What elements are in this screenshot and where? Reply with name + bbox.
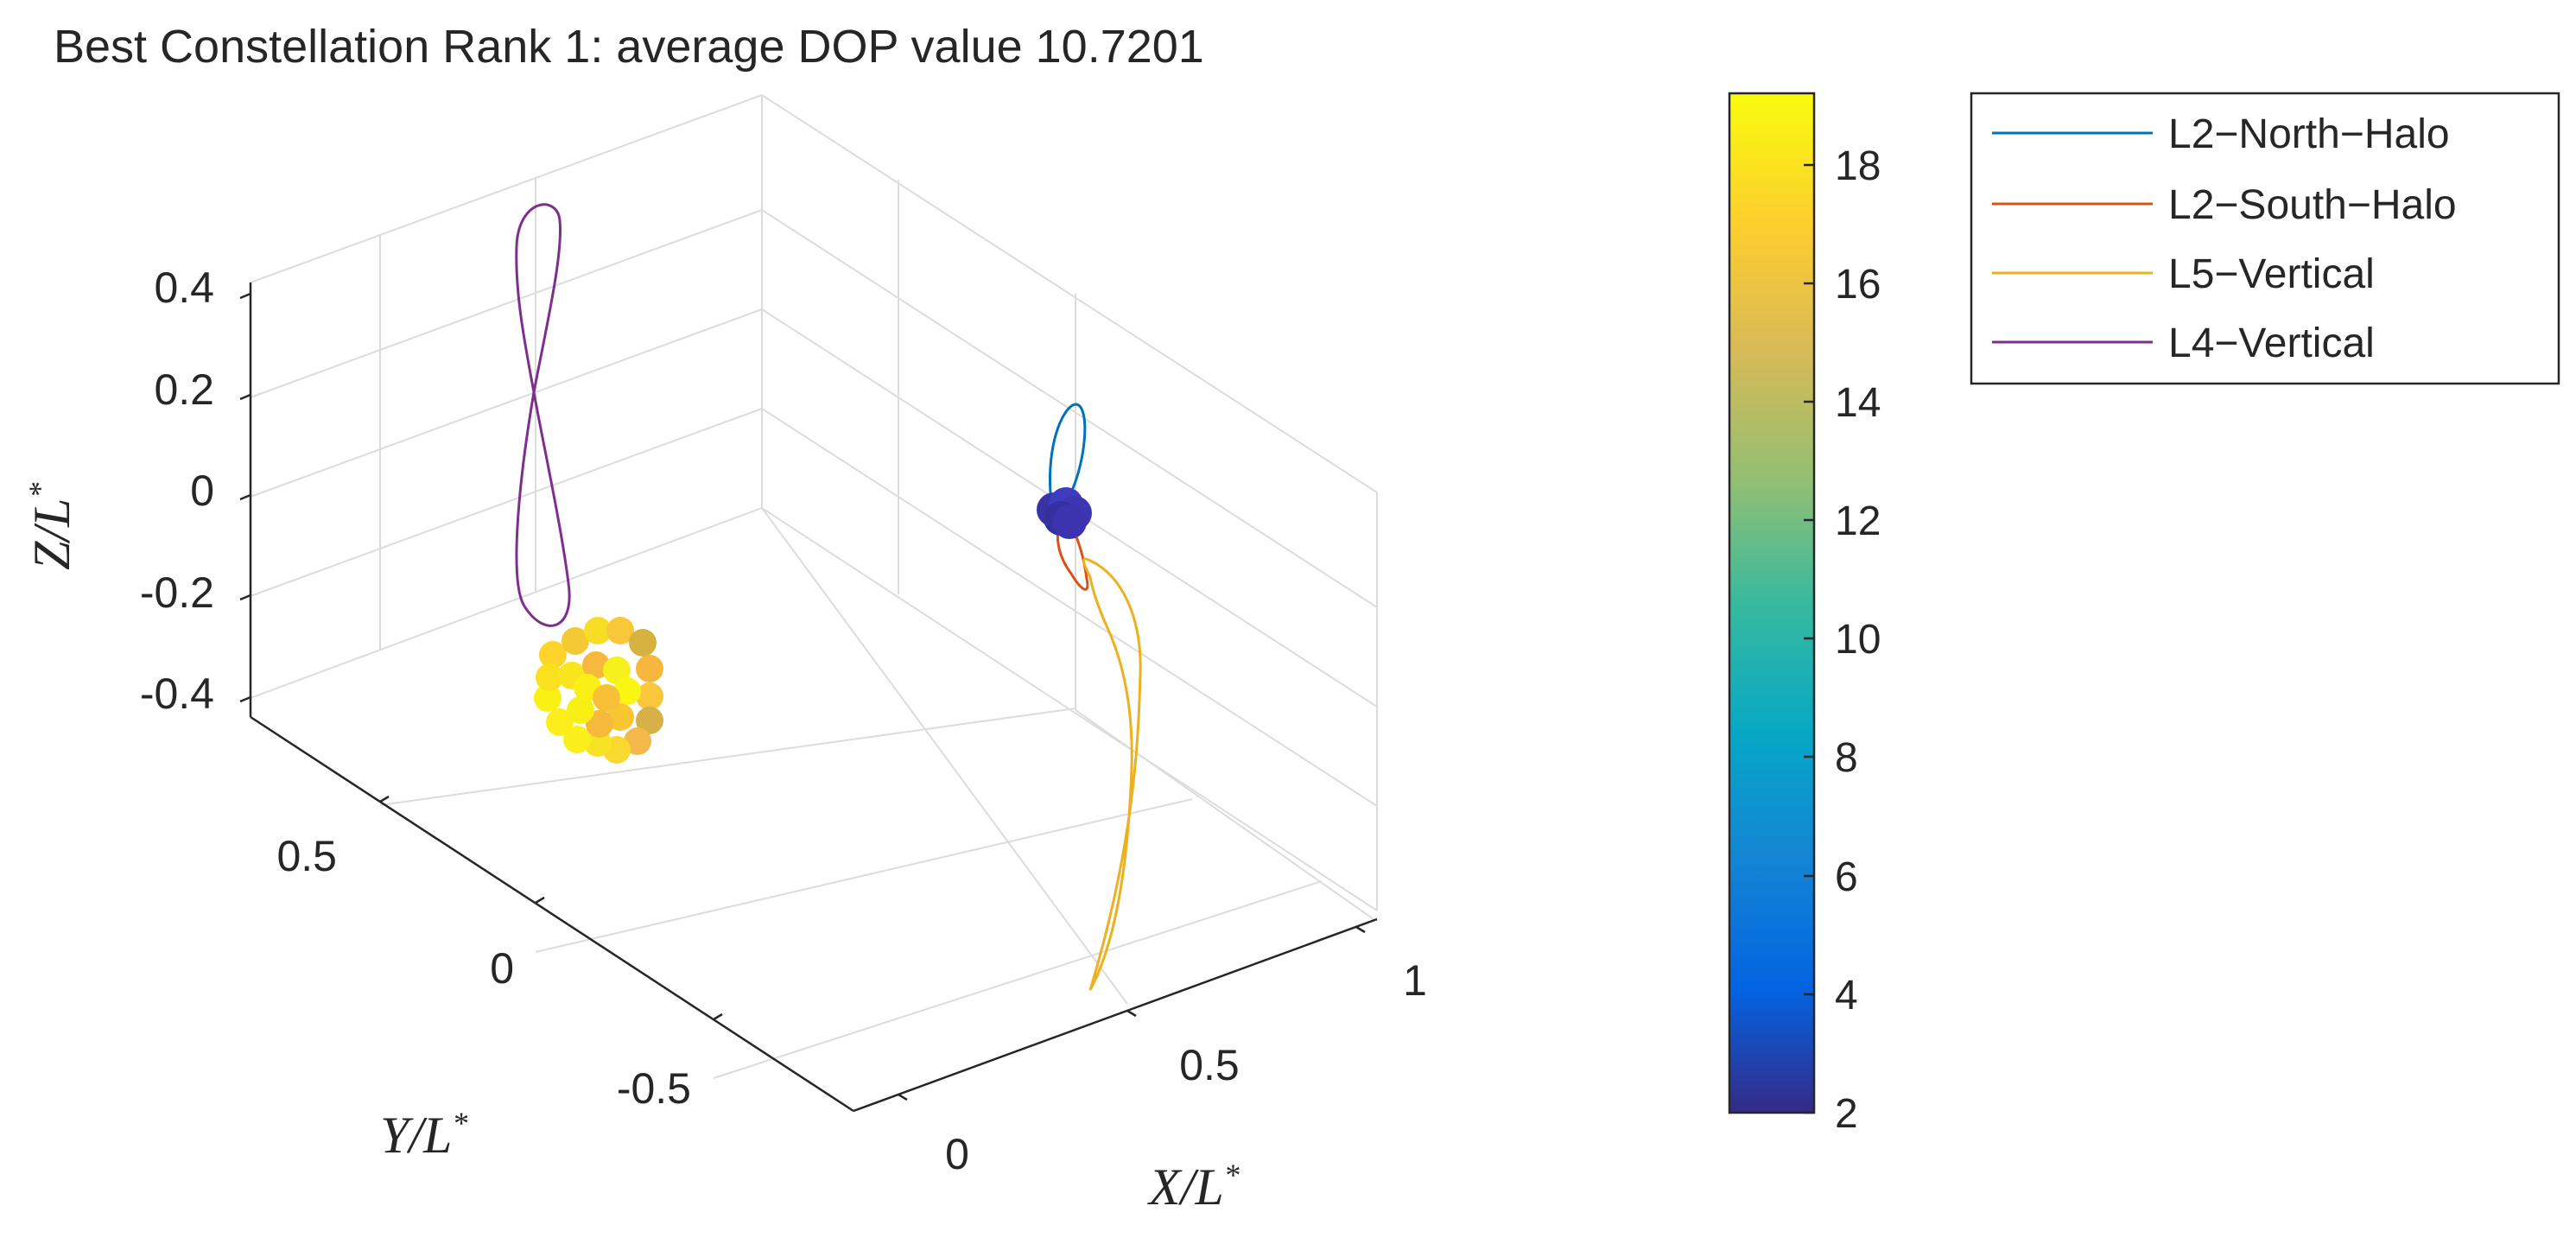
x-axis-line xyxy=(853,917,1378,1113)
colorbar-ticks xyxy=(1804,163,1814,1114)
scatter-point xyxy=(636,707,663,734)
tick-marks xyxy=(239,292,1366,1101)
colorbar: 2 4 6 8 10 12 14 16 18 xyxy=(1728,92,1881,1137)
x-tick xyxy=(1355,925,1366,934)
legend-entry: L2−South−Halo xyxy=(1992,182,2457,228)
z-tick xyxy=(239,593,251,601)
z-tick xyxy=(239,393,251,401)
colorbar-tick-label: 16 xyxy=(1835,262,1881,308)
grid-z-right-m0.2 xyxy=(761,408,1378,807)
grid-floor-x-0.5 xyxy=(761,507,1128,1005)
colorbar-tick-label: 14 xyxy=(1835,380,1881,426)
z-axis-label: Z/L* xyxy=(22,483,80,570)
scatter-point xyxy=(593,684,620,712)
grid-z-left-m0.2 xyxy=(250,408,763,597)
scatter-l4-cluster xyxy=(534,617,663,764)
x-tick-label: 0.5 xyxy=(1179,1041,1240,1089)
scatter-point xyxy=(546,708,574,736)
y-tick-labels: 0.5 0 -0.5 xyxy=(276,832,691,1113)
x-tick-label: 1 xyxy=(1403,956,1427,1005)
z-tick-label: -0.2 xyxy=(140,568,214,617)
y-tick-label: 0.5 xyxy=(276,832,337,880)
scatter-point xyxy=(582,651,610,679)
z-tick xyxy=(239,292,251,300)
scatter-point xyxy=(636,682,663,710)
z-tick-label: 0.4 xyxy=(154,263,214,312)
x-tick xyxy=(1126,1009,1137,1018)
colorbar-tick-label: 6 xyxy=(1835,854,1858,900)
scatter-point xyxy=(539,641,567,669)
y-tick xyxy=(713,1012,723,1021)
chart-title: Best Constellation Rank 1: average DOP v… xyxy=(54,21,1204,73)
y-tick xyxy=(535,896,545,904)
scatter-point xyxy=(624,727,651,755)
scatter-point xyxy=(629,629,657,657)
grid-z-left-0.4 xyxy=(250,94,763,283)
colorbar-tick-labels: 2 4 6 8 10 12 14 16 18 xyxy=(1835,143,1881,1137)
x-tick-label: 0 xyxy=(945,1130,969,1178)
z-tick-label: 0.2 xyxy=(154,365,214,414)
colorbar-tick-label: 12 xyxy=(1835,498,1881,544)
x-tick xyxy=(898,1093,908,1101)
y-tick-label: -0.5 xyxy=(617,1064,691,1113)
scatter-l2-cluster xyxy=(1037,487,1092,539)
scatter-point xyxy=(636,655,663,682)
grid-floor-y-0 xyxy=(535,798,1193,953)
colorbar-tick-label: 4 xyxy=(1835,973,1858,1019)
colorbar-gradient xyxy=(1728,92,1816,1114)
legend-entry: L5−Vertical xyxy=(1992,251,2375,297)
series-line-l4-vertical xyxy=(515,203,571,627)
legend-box xyxy=(1970,92,2560,385)
grid-floor-y-0.5 xyxy=(379,708,1076,806)
scatter-point xyxy=(567,696,594,724)
z-tick xyxy=(239,695,251,703)
scatter-point xyxy=(536,663,563,691)
legend-label: L2−North−Halo xyxy=(2168,111,2450,157)
legend-label: L2−South−Halo xyxy=(2168,182,2457,228)
colorbar-tick-label: 2 xyxy=(1835,1091,1858,1137)
grid-z-left-0 xyxy=(250,308,763,498)
y-tick xyxy=(379,795,390,803)
grid-lines xyxy=(250,94,1378,1079)
grid-z-left-0.2 xyxy=(250,209,763,398)
scatter-point xyxy=(606,617,634,644)
y-axis-label: Y/L* xyxy=(380,1106,467,1164)
colorbar-tick-label: 10 xyxy=(1835,617,1881,663)
series-line-l2-south-halo xyxy=(1056,514,1089,591)
z-tick-labels: 0.4 0.2 0 -0.2 -0.4 xyxy=(140,263,214,718)
y-axis-line xyxy=(250,715,854,1113)
x-tick-labels: 0 0.5 1 xyxy=(945,956,1427,1178)
scatter-point xyxy=(563,726,591,753)
series-line-l5-vertical xyxy=(1082,557,1142,991)
scatter-point xyxy=(586,710,613,738)
y-tick-label: 0 xyxy=(490,944,514,993)
legend-entry: L2−North−Halo xyxy=(1992,111,2450,157)
colorbar-tick-label: 8 xyxy=(1835,735,1858,781)
z-tick-label: 0 xyxy=(190,466,214,515)
grid-z-right-0.4 xyxy=(761,94,1378,493)
x-axis-label: X/L* xyxy=(1147,1158,1240,1215)
axis-lines xyxy=(249,282,1378,1113)
z-tick-label: -0.4 xyxy=(140,670,214,718)
scatter-point xyxy=(1052,505,1087,539)
grid-floor-x-1 xyxy=(1075,709,1374,920)
legend: L2−North−Halo L2−South−Halo L5−Vertical … xyxy=(1970,92,2560,385)
colorbar-tick-label: 18 xyxy=(1835,143,1881,189)
legend-label: L4−Vertical xyxy=(2168,321,2375,366)
scatter-point xyxy=(562,627,589,655)
scatter-point xyxy=(534,684,562,712)
grid-z-left-m0.4 xyxy=(250,507,763,699)
legend-label: L5−Vertical xyxy=(2168,251,2375,297)
scatter-point xyxy=(584,617,612,644)
grid-floor-y-m0.5 xyxy=(713,880,1323,1079)
scatter-point xyxy=(603,657,631,684)
z-tick xyxy=(239,493,251,501)
legend-entry: L4−Vertical xyxy=(1992,321,2375,366)
